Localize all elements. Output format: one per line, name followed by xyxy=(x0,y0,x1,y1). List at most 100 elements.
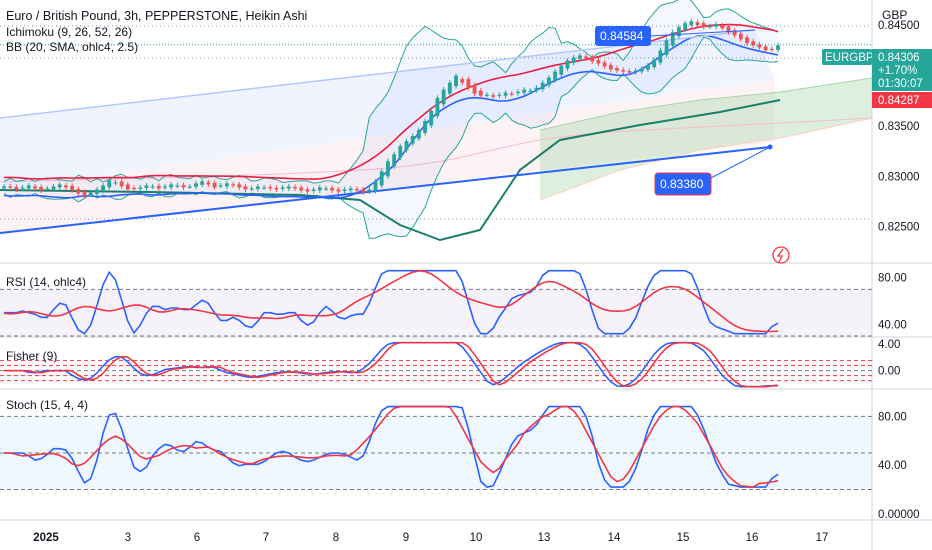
candle-body xyxy=(546,77,551,86)
time-tick-label: 7 xyxy=(263,532,269,544)
candle-body xyxy=(646,65,650,70)
red-price-tag-text: 0.84287 xyxy=(878,95,920,107)
candle-body xyxy=(51,186,56,190)
time-tick-label: 9 xyxy=(403,532,409,544)
candle-body xyxy=(255,186,260,189)
fisher-line xyxy=(4,341,779,388)
symbol-tag-text: EURGBP xyxy=(825,52,874,64)
candle-body xyxy=(677,27,681,37)
candle-body xyxy=(726,26,731,33)
candle-body xyxy=(497,94,502,96)
channel-fill-upper xyxy=(0,30,775,190)
candle-body xyxy=(577,55,582,59)
candle-body xyxy=(88,192,93,195)
candle-body xyxy=(416,129,421,139)
candle-body xyxy=(26,185,31,189)
stoch-d-line xyxy=(4,405,779,488)
candle-body xyxy=(695,22,700,26)
time-tick-label: 8 xyxy=(333,532,339,544)
candle-body xyxy=(225,183,229,187)
candle-body xyxy=(441,89,446,105)
candle-body xyxy=(639,68,644,72)
candle-body xyxy=(64,185,68,188)
candle-body xyxy=(627,71,632,73)
candle-body xyxy=(39,186,44,191)
candle-body xyxy=(602,62,607,67)
bb-lower-thick xyxy=(0,99,781,242)
tenkan-sen xyxy=(3,34,779,199)
trendline-lower xyxy=(0,146,771,234)
candle-body xyxy=(187,186,192,188)
candle-body xyxy=(249,188,254,190)
time-tick-label: 6 xyxy=(194,532,200,544)
candle-body xyxy=(70,185,75,191)
fisher-tick-label: 4.00 xyxy=(878,339,900,351)
candle-body xyxy=(385,161,390,177)
rsi-pane-label[interactable]: RSI (14, ohlc4) xyxy=(6,275,87,289)
bar-countdown-value: 01:30:07 xyxy=(878,78,923,90)
callout-top-text: 0.84584 xyxy=(600,29,644,43)
candle-body xyxy=(317,187,322,191)
candle-body xyxy=(348,188,353,191)
ichimoku-cloud xyxy=(540,78,872,200)
time-tick-label: 13 xyxy=(538,532,551,544)
candle-body xyxy=(150,186,155,188)
candle-body xyxy=(404,141,409,151)
candle-body xyxy=(14,186,19,190)
ichimoku-indicator-label[interactable]: Ichimoku (9, 26, 52, 26) xyxy=(6,25,133,39)
candle-body xyxy=(615,68,619,71)
candle-body xyxy=(76,188,81,194)
candle-body xyxy=(509,93,514,95)
candle-body xyxy=(342,189,347,191)
time-tick-label: 15 xyxy=(677,532,690,544)
candle-body xyxy=(732,30,737,36)
bb-indicator-label[interactable]: BB (20, SMA, ohlc4, 2.5) xyxy=(6,40,139,54)
candle-body xyxy=(169,184,174,188)
rsi-ma-line xyxy=(3,270,779,333)
candle-body xyxy=(355,188,359,191)
candle-body xyxy=(472,85,477,94)
candle-body xyxy=(330,187,335,191)
candle-body xyxy=(45,188,50,190)
candle-body xyxy=(596,59,601,64)
candle-body xyxy=(144,185,149,188)
rsi-line xyxy=(4,269,779,335)
lightning-icon xyxy=(776,248,784,263)
candle-body xyxy=(119,181,124,187)
candle-body xyxy=(664,40,669,55)
candle-body xyxy=(206,182,211,185)
candle-body xyxy=(621,70,626,72)
candle-body xyxy=(435,97,440,116)
candle-body xyxy=(491,95,496,97)
stoch-pane-label[interactable]: Stoch (15, 4, 4) xyxy=(6,398,89,412)
candle-body xyxy=(590,56,595,62)
candle-body xyxy=(565,60,570,69)
candle-body xyxy=(8,186,13,188)
stoch-tick-label: 40.00 xyxy=(878,460,907,472)
candle-body xyxy=(82,191,87,196)
channel-fill-lower xyxy=(0,80,775,235)
candle-body xyxy=(398,146,403,158)
candle-body xyxy=(286,186,291,189)
last-price-value: 0.84306 xyxy=(878,52,920,64)
candle-body xyxy=(714,24,718,27)
candle-body xyxy=(658,50,663,63)
candle-body xyxy=(707,26,712,28)
candle-body xyxy=(125,184,130,190)
currency-label: GBP xyxy=(882,8,907,22)
senkou-span-b xyxy=(539,117,873,201)
candle-body xyxy=(689,21,694,26)
candle-body xyxy=(280,187,285,189)
price-tick-label: 0.82500 xyxy=(878,222,920,234)
candle-body xyxy=(305,189,310,192)
candle-body xyxy=(516,91,520,94)
candle-body xyxy=(392,154,397,167)
fisher-trigger-line xyxy=(4,341,779,388)
candle-body xyxy=(534,87,539,91)
candle-body xyxy=(454,75,458,87)
fisher-pane-label[interactable]: Fisher (9) xyxy=(6,349,58,363)
candle-body xyxy=(138,187,143,189)
fisher-tick-label: 0.00 xyxy=(878,366,900,378)
